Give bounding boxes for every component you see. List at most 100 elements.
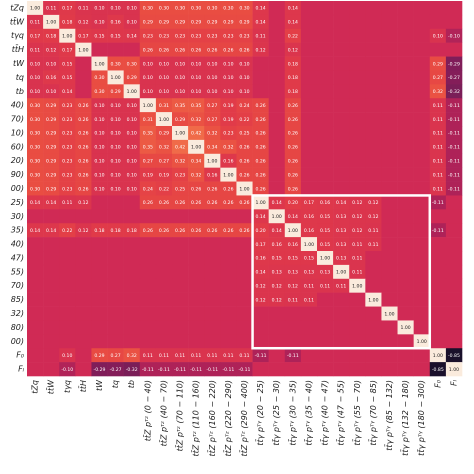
heatmap-cell [429,251,447,266]
heatmap-cell [27,84,44,99]
heatmap-cell [139,264,157,280]
cell-label: -0.11 [239,367,251,373]
heatmap-cell [252,334,269,349]
heatmap-cell [123,251,141,266]
cell-label: 0.25 [239,131,249,137]
heatmap-cell [349,139,366,155]
heatmap-cell [43,237,60,252]
heatmap-cell [139,209,157,224]
heatmap-cell [333,292,350,307]
heatmap-cell [107,126,124,141]
cell-label: 0.31 [143,117,153,123]
heatmap-cell [188,223,205,238]
heatmap-cell [75,84,92,99]
heatmap-cell [204,251,221,266]
cell-label: 0.11 [239,353,249,359]
heatmap-cell [172,98,189,113]
heatmap-cell [445,126,463,141]
y-tick-label: 20) [11,156,24,165]
y-tick-label: 90) [11,170,24,179]
heatmap-cell [220,209,237,224]
y-tick-label: Fₗ [18,365,25,374]
heatmap-cell [59,292,76,307]
heatmap-cell [284,56,302,71]
cell-label: 0.29 [207,20,217,26]
heatmap-cell [188,348,205,363]
x-tick-label: tt̄Z pᵀᶻ (110 − 160) [190,380,200,457]
heatmap-cell [75,42,92,57]
heatmap-cell [155,320,173,335]
cell-label: 0.17 [62,6,72,12]
heatmap-cell [172,28,189,43]
y-tick-label: 85) [11,295,24,304]
block-frame [251,194,432,350]
cell-label: -0.27 [110,367,122,373]
heatmap-cell [381,112,398,127]
heatmap-cell [268,167,286,182]
heatmap-cell [220,292,237,307]
heatmap-cell [123,112,141,127]
cell-label: 0.11 [143,353,153,359]
heatmap-cell [75,237,92,252]
x-tick-label: tt̄Z pᵀᶻ (0 − 40) [142,380,152,441]
heatmap-cell [397,153,414,168]
cell-label: 0.29 [110,89,120,95]
cell-label: 0.15 [320,242,330,248]
heatmap-cell [139,181,157,196]
cell-label: 1.00 [449,367,459,373]
heatmap-cell [59,84,76,99]
heatmap-cell [123,84,141,99]
heatmap-cell [397,139,414,155]
heatmap-cell [413,98,431,113]
cell-label: 0.14 [255,270,265,276]
heatmap-cell [220,153,237,168]
heatmap-cell [91,98,108,113]
cell-label: 0.30 [127,61,137,67]
heatmap-cell [139,362,157,377]
heatmap-cell [155,264,173,280]
heatmap-cell [300,237,318,252]
heatmap-cell [220,278,237,293]
heatmap-cell [349,28,366,43]
heatmap-cell [445,181,463,196]
x-tick-label: tt̄W [45,379,55,394]
heatmap-cell [317,42,334,57]
heatmap-cell [252,14,269,30]
cell-label: 0.12 [46,47,56,53]
heatmap-cell [188,42,205,57]
heatmap-cell [252,278,269,293]
heatmap-cell [172,251,189,266]
cell-label: 0.10 [62,353,72,359]
cell-label: 0.16 [272,242,282,248]
cell-label: 0.10 [207,89,217,95]
cell-label: 0.29 [46,103,56,109]
heatmap-cell [236,278,253,293]
heatmap-cell [43,56,60,71]
heatmap-cell [236,251,253,266]
cell-label: 0.17 [255,242,265,248]
heatmap-cell [139,320,157,335]
heatmap-cell [349,320,366,335]
cell-label: 0.23 [62,131,72,137]
heatmap-cell [317,70,334,85]
heatmap-cell [204,306,221,321]
heatmap-cell [365,126,382,141]
heatmap-cell [155,139,173,155]
heatmap-cell [333,237,350,252]
heatmap-cell [300,223,318,238]
cell-label: 0.26 [288,172,298,178]
heatmap-cell [188,362,205,377]
cell-label: 0.23 [191,34,201,40]
heatmap-cell [75,126,92,141]
heatmap-cell [429,42,447,57]
heatmap-cell [204,334,221,349]
heatmap-cell [204,42,221,57]
cell-label: 0.26 [239,228,249,234]
heatmap-cell [284,251,302,266]
heatmap-cell [91,84,108,99]
cell-label: 0.11 [368,228,378,234]
cell-label: 0.10 [46,61,56,67]
heatmap-cell [397,306,414,321]
cell-label: 0.16 [255,256,265,262]
heatmap-cell [268,195,286,210]
